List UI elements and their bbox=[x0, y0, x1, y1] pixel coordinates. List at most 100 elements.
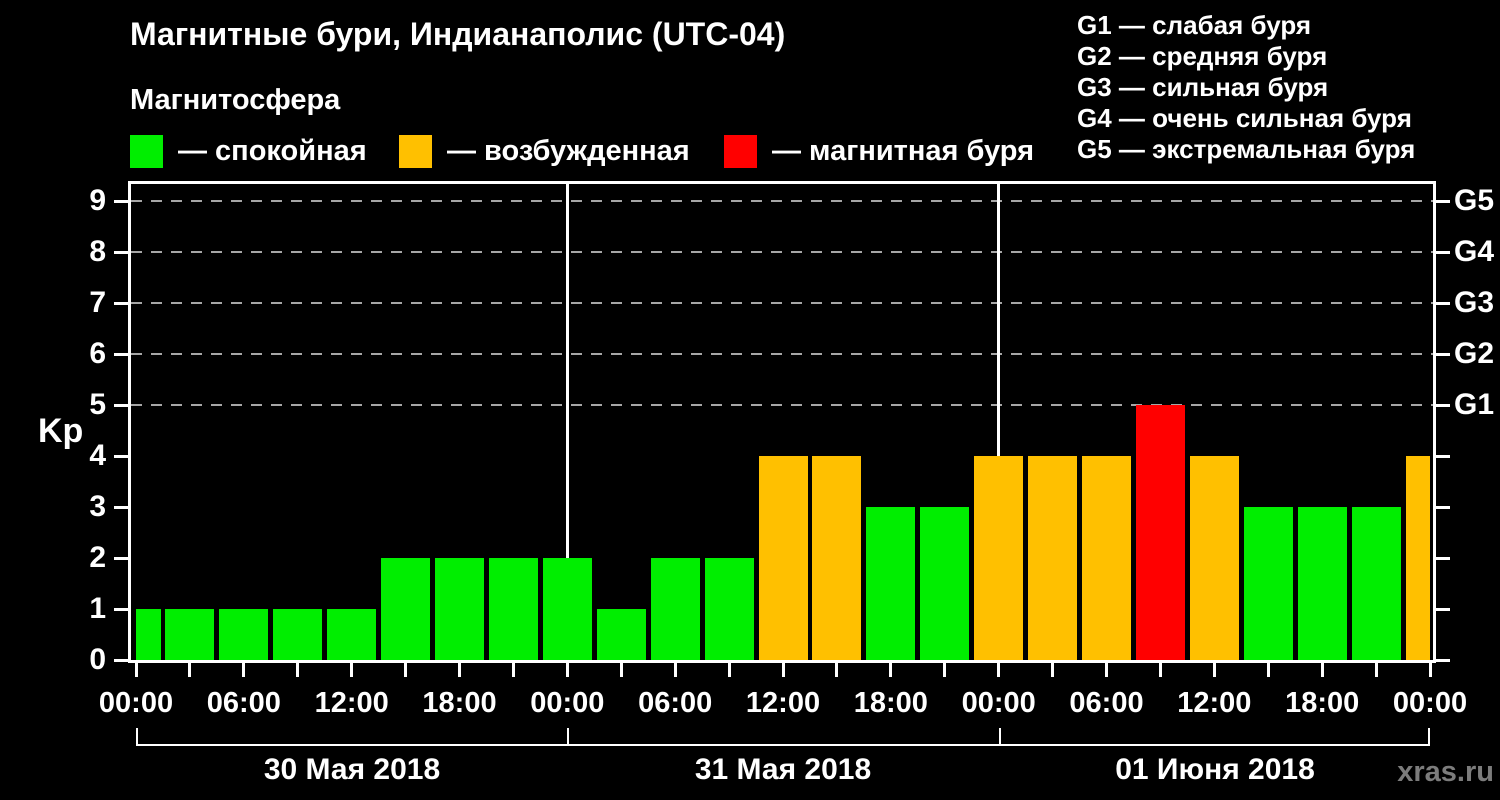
x-axis-tick bbox=[350, 663, 354, 677]
x-axis-time-label: 06:00 bbox=[206, 687, 281, 719]
kp-bar bbox=[219, 609, 269, 660]
x-axis-time-label: 12:00 bbox=[745, 687, 821, 719]
quiet-color-swatch bbox=[130, 134, 163, 168]
date-bracket-tick bbox=[1428, 728, 1430, 744]
kp-bar bbox=[435, 558, 484, 660]
kp-bar bbox=[488, 558, 538, 660]
date-label: 31 Мая 2018 bbox=[694, 753, 872, 786]
legend-label: — возбужденная bbox=[447, 134, 690, 167]
kp-bar bbox=[165, 609, 215, 660]
kp-bar bbox=[1189, 456, 1239, 660]
g-scale-legend-line: G3 — сильная буря bbox=[1077, 72, 1329, 102]
y-axis-tick bbox=[114, 658, 128, 662]
gridline-kp8 bbox=[131, 251, 1433, 253]
x-axis-time-label: 06:00 bbox=[1069, 687, 1144, 719]
kp-bar bbox=[974, 456, 1024, 660]
kp-bar bbox=[542, 558, 592, 660]
g-scale-legend-line: G4 — очень сильная буря bbox=[1077, 103, 1412, 133]
date-label: 01 Июня 2018 bbox=[1115, 753, 1315, 786]
x-axis-tick bbox=[1266, 663, 1270, 677]
right-axis-tick bbox=[1436, 658, 1450, 662]
x-axis-tick bbox=[188, 663, 192, 677]
y-axis-tick-label: 6 bbox=[89, 337, 106, 370]
kp-bar bbox=[758, 456, 808, 660]
legend-label: — магнитная буря bbox=[772, 134, 1035, 167]
gridlines-layer bbox=[131, 184, 1433, 660]
x-axis-time-label: 00:00 bbox=[1392, 687, 1468, 719]
right-axis-tick bbox=[1436, 199, 1450, 203]
x-axis-tick bbox=[296, 663, 300, 677]
g-scale-legend-line: G2 — средняя буря bbox=[1077, 41, 1328, 71]
y-axis-tick bbox=[114, 250, 128, 254]
x-axis-time-label: 00:00 bbox=[98, 687, 174, 719]
x-axis-tick bbox=[889, 663, 893, 677]
x-axis-time-label: 00:00 bbox=[530, 687, 605, 719]
legend-item-excited: — возбужденная bbox=[399, 134, 690, 168]
kp-bar bbox=[273, 609, 323, 660]
x-axis-tick bbox=[134, 663, 138, 677]
date-bracket-line bbox=[136, 744, 1430, 746]
y-axis-tick-label: 2 bbox=[89, 541, 106, 574]
kp-bar bbox=[866, 507, 916, 660]
kp-bar bbox=[596, 609, 646, 660]
y-axis-tick bbox=[114, 352, 128, 356]
kp-bar bbox=[1351, 507, 1401, 660]
x-axis-tick bbox=[404, 663, 408, 677]
right-axis-tick bbox=[1436, 403, 1450, 407]
x-axis-time-label: 18:00 bbox=[853, 687, 928, 719]
day-boundary-line bbox=[997, 184, 1001, 660]
x-axis-tick bbox=[1320, 663, 1324, 677]
y-axis-tick bbox=[114, 454, 128, 458]
y-axis-tick-label: 9 bbox=[89, 184, 106, 217]
x-axis-tick bbox=[997, 663, 1001, 677]
y-axis-tick-label: 1 bbox=[89, 592, 106, 625]
kp-bar bbox=[136, 609, 161, 660]
y-axis-tick bbox=[114, 505, 128, 509]
gridline-kp9 bbox=[131, 200, 1433, 202]
y-axis-tick bbox=[114, 199, 128, 203]
excited-color-swatch bbox=[399, 134, 432, 168]
x-axis-tick bbox=[1428, 663, 1432, 677]
date-label: 30 Мая 2018 bbox=[263, 753, 441, 786]
date-bracket-tick bbox=[998, 728, 1001, 744]
day-boundary-line bbox=[565, 184, 569, 660]
y-axis-title: Kp bbox=[38, 412, 84, 450]
right-axis-tick bbox=[1436, 607, 1450, 611]
date-bracket-ticks bbox=[136, 728, 1430, 744]
kp-bar bbox=[1082, 456, 1131, 660]
x-axis-time-label: 18:00 bbox=[422, 687, 497, 719]
legend-item-storm: — магнитная буря bbox=[724, 134, 1034, 168]
plot-area bbox=[128, 181, 1436, 663]
y-axis-tick bbox=[114, 301, 128, 305]
y-axis-tick bbox=[114, 403, 128, 407]
x-axis-tick bbox=[1158, 663, 1162, 677]
g-scale-legend: G1 — слабая буря G2 — средняя буря G3 — … bbox=[1077, 10, 1415, 165]
x-axis-tick bbox=[943, 663, 947, 677]
y-axis-tick-label: 3 bbox=[89, 490, 106, 523]
kp-bar bbox=[1028, 456, 1078, 660]
g-scale-tick-label: G1 bbox=[1454, 388, 1495, 421]
kp-bar bbox=[812, 456, 862, 660]
x-axis-tick bbox=[1105, 663, 1108, 677]
x-axis-time-label: 06:00 bbox=[638, 687, 713, 719]
x-axis-time-label: 12:00 bbox=[314, 687, 389, 719]
legend-label: — спокойная bbox=[178, 134, 367, 167]
storm-color-swatch bbox=[724, 134, 757, 168]
x-axis-time-label: 12:00 bbox=[1177, 687, 1252, 719]
watermark: xras.ru bbox=[1397, 756, 1494, 788]
x-axis-tick bbox=[835, 663, 839, 677]
gridline-kp6 bbox=[131, 353, 1433, 355]
right-axis-tick bbox=[1436, 505, 1450, 509]
x-axis-tick bbox=[673, 663, 677, 677]
x-axis-tick bbox=[1212, 663, 1216, 677]
g-scale-legend-line: G5 — экстремальная буря bbox=[1077, 134, 1416, 164]
chart-subtitle: Магнитосфера bbox=[130, 84, 341, 116]
g-scale-tick-label: G5 bbox=[1454, 184, 1495, 217]
g-scale-legend-line: G1 — слабая буря bbox=[1077, 10, 1312, 40]
x-axis-time-label: 00:00 bbox=[961, 687, 1036, 719]
x-axis-tick bbox=[458, 663, 461, 677]
gridline-kp5 bbox=[131, 404, 1433, 406]
x-axis-tick bbox=[242, 663, 246, 677]
bars-layer bbox=[136, 184, 1430, 660]
right-axis-tick bbox=[1436, 250, 1450, 254]
